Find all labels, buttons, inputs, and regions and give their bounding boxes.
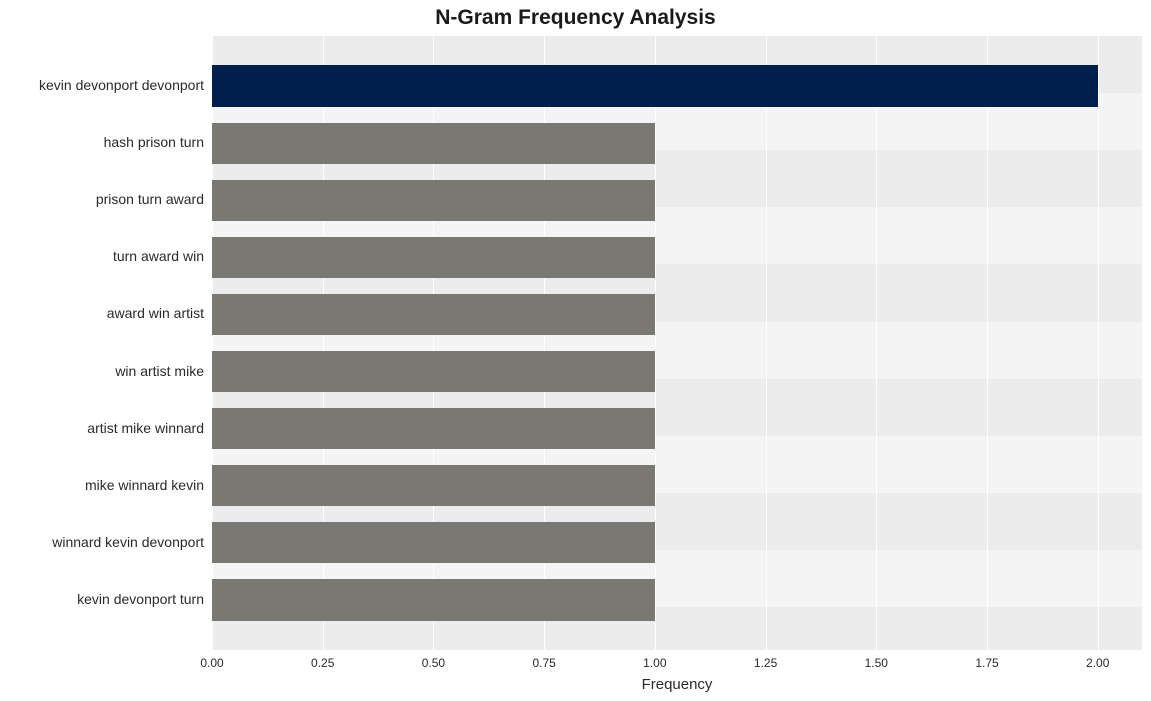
grid-line <box>1098 36 1099 650</box>
y-tick-label: kevin devonport devonport <box>0 77 204 93</box>
bar <box>212 465 655 506</box>
x-tick-label: 0.25 <box>311 656 334 670</box>
bar <box>212 351 655 392</box>
bar <box>212 294 655 335</box>
y-tick-label: hash prison turn <box>0 134 204 150</box>
y-tick-label: mike winnard kevin <box>0 477 204 493</box>
x-tick-label: 0.75 <box>532 656 555 670</box>
x-tick-label: 2.00 <box>1086 656 1109 670</box>
bar <box>212 579 655 620</box>
y-tick-label: award win artist <box>0 305 204 321</box>
bar <box>212 522 655 563</box>
y-tick-label: prison turn award <box>0 191 204 207</box>
y-tick-label: win artist mike <box>0 363 204 379</box>
chart-container: N-Gram Frequency Analysis kevin devonpor… <box>0 0 1151 701</box>
grid-line <box>987 36 988 650</box>
y-tick-label: winnard kevin devonport <box>0 534 204 550</box>
bar <box>212 408 655 449</box>
x-tick-label: 1.50 <box>865 656 888 670</box>
grid-line <box>766 36 767 650</box>
plot-area <box>212 36 1142 650</box>
y-tick-label: artist mike winnard <box>0 420 204 436</box>
grid-line <box>655 36 656 650</box>
x-tick-label: 1.00 <box>643 656 666 670</box>
x-tick-label: 1.75 <box>975 656 998 670</box>
x-axis-label: Frequency <box>212 676 1142 693</box>
x-tick-label: 0.50 <box>422 656 445 670</box>
chart-title: N-Gram Frequency Analysis <box>0 6 1151 30</box>
bar <box>212 237 655 278</box>
x-tick-label: 0.00 <box>200 656 223 670</box>
bar <box>212 123 655 164</box>
grid-line <box>876 36 877 650</box>
y-tick-label: kevin devonport turn <box>0 591 204 607</box>
y-tick-label: turn award win <box>0 248 204 264</box>
x-tick-label: 1.25 <box>754 656 777 670</box>
bar <box>212 180 655 221</box>
bar <box>212 65 1098 106</box>
